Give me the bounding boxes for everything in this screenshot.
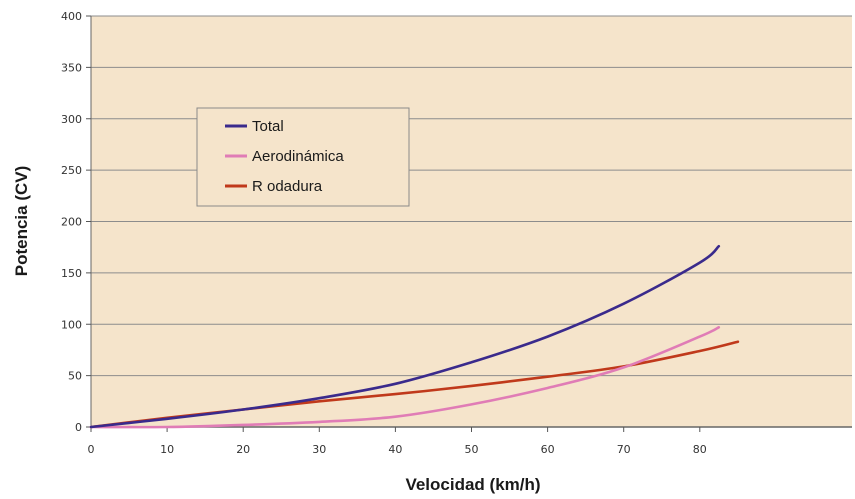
legend-label: R odadura: [252, 178, 323, 195]
series-line-total: [89, 244, 721, 429]
legend-item-aerodinamica: Aerodinámica: [225, 148, 344, 165]
x-tick-label: 50: [465, 443, 479, 456]
gridlines: [91, 15, 852, 377]
legend-label: Aerodinámica: [252, 148, 344, 165]
x-tick-label: 0: [88, 443, 95, 456]
y-axis-title: Potencia (CV): [12, 166, 31, 277]
y-tick-label: 150: [61, 267, 82, 280]
x-tick-label: 80: [693, 443, 707, 456]
y-tick-label: 200: [61, 216, 82, 229]
legend-item-rodadura: R odadura: [225, 178, 323, 195]
x-tick-labels: 0 10 20 30 40 50 60 70 80: [88, 427, 707, 456]
y-tick-label: 350: [61, 61, 82, 74]
x-tick-label: 60: [541, 443, 555, 456]
x-tick-label: 30: [312, 443, 326, 456]
x-tick-label: 10: [160, 443, 174, 456]
series-line-aerodinamica: [89, 326, 721, 429]
y-tick-label: 400: [61, 10, 82, 23]
x-tick-label: 40: [388, 443, 402, 456]
y-tick-label: 100: [61, 318, 82, 331]
y-tick-label: 50: [68, 370, 82, 383]
legend-item-total: Total: [225, 118, 284, 135]
x-tick-label: 20: [236, 443, 250, 456]
x-tick-label: 70: [617, 443, 631, 456]
y-tick-labels: 0 50 100 150 200 250 300 350 400: [61, 10, 91, 434]
legend-label: Total: [252, 118, 284, 135]
y-tick-label: 0: [75, 421, 82, 434]
y-tick-label: 300: [61, 113, 82, 126]
y-tick-label: 250: [61, 164, 82, 177]
legend: Total Aerodinámica R odadura: [196, 107, 410, 207]
x-axis-title: Velocidad (km/h): [405, 475, 540, 494]
series-lines: [89, 244, 740, 429]
